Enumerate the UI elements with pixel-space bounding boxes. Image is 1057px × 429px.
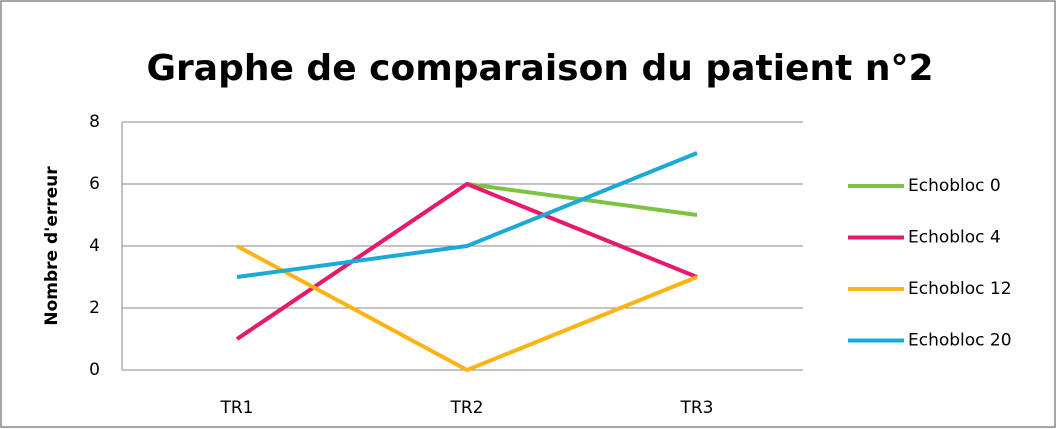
legend-label: Echobloc 4	[908, 228, 1001, 248]
legend-label: Echobloc 0	[908, 176, 1001, 196]
y-tick-label: 6	[89, 174, 100, 194]
y-axis-label: Nombre d'erreur	[42, 166, 62, 326]
y-tick-label: 4	[89, 236, 100, 256]
y-tick-label: 0	[89, 360, 100, 380]
series-line	[236, 151, 698, 279]
y-tick-label: 8	[89, 112, 100, 132]
x-tick-label: TR2	[449, 398, 483, 418]
legend-label: Echobloc 12	[908, 279, 1012, 299]
y-tick-label: 2	[89, 298, 100, 318]
series-line	[236, 244, 698, 372]
x-tick-label: TR3	[679, 398, 713, 418]
chart-title: Graphe de comparaison du patient n°2	[146, 48, 933, 89]
x-tick-label: TR1	[219, 398, 253, 418]
legend-label: Echobloc 20	[908, 331, 1012, 351]
